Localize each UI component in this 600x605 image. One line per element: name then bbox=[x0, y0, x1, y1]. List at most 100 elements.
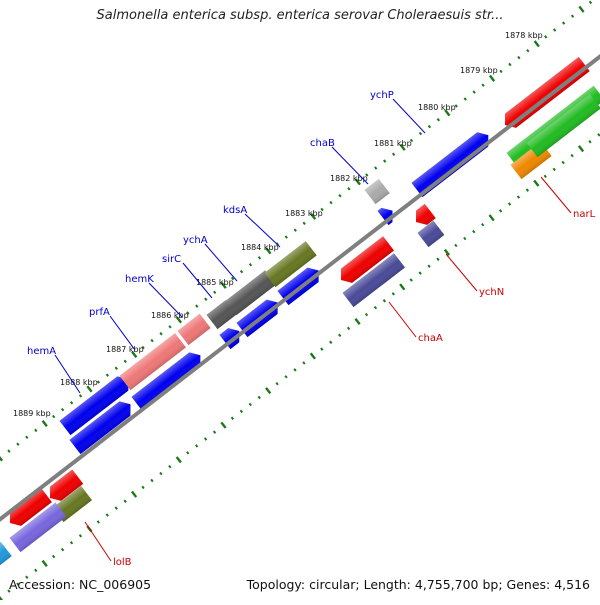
inner-tick bbox=[373, 305, 378, 310]
gene-label-chab: chaB bbox=[310, 138, 335, 149]
inner-tick bbox=[220, 421, 227, 429]
inner-tick bbox=[516, 195, 521, 199]
outer-tick bbox=[52, 414, 56, 419]
tick-label: 1885 kbp bbox=[196, 278, 234, 287]
inner-tick bbox=[230, 416, 235, 420]
gene-chab-small bbox=[364, 178, 390, 205]
gene-prfa bbox=[119, 333, 186, 391]
tick-label: 1888 kbp bbox=[60, 378, 98, 387]
gene-forward-2b-shade bbox=[131, 352, 201, 412]
inner-tick bbox=[25, 575, 29, 579]
callout-leader-line bbox=[388, 301, 417, 338]
gene-narl-shade bbox=[505, 56, 590, 128]
gene-ychn-2-shade bbox=[417, 220, 445, 248]
inner-tick bbox=[7, 589, 11, 593]
inner-tick bbox=[399, 283, 406, 291]
gene-kdsa-shade bbox=[264, 241, 317, 288]
inner-tick bbox=[159, 471, 163, 476]
gene-label-lolb: lolB bbox=[113, 557, 132, 568]
outer-tick bbox=[399, 143, 406, 151]
gene-forward-2c bbox=[219, 328, 240, 350]
outer-tick bbox=[213, 290, 217, 295]
outer-tick-ring bbox=[0, 0, 593, 462]
inner-tick bbox=[105, 513, 109, 517]
outer-tick bbox=[293, 228, 297, 232]
outer-tick bbox=[588, 0, 593, 5]
tick-labels: 1878 kbp 1879 kbp 1880 kbp 1881 kbp 1882 kbp… bbox=[13, 31, 543, 418]
outer-tick bbox=[436, 118, 441, 122]
outer-tick bbox=[150, 338, 154, 343]
gene-features bbox=[0, 56, 600, 568]
inner-tick bbox=[265, 387, 272, 395]
inner-tick bbox=[150, 478, 154, 483]
inner-tick bbox=[570, 153, 574, 158]
outer-tick bbox=[284, 235, 288, 239]
accession-text: Accession: NC_006905 bbox=[9, 577, 152, 592]
callout-leader-line bbox=[204, 243, 238, 282]
gene-hemk-shade bbox=[177, 313, 211, 346]
outer-tick bbox=[41, 419, 48, 427]
gene-lolb-1 bbox=[10, 487, 52, 526]
outer-tick bbox=[499, 69, 503, 74]
inner-tick bbox=[69, 540, 74, 545]
tick-label: 1886 kbp bbox=[151, 311, 189, 320]
callout-leader-line bbox=[84, 521, 112, 562]
outer-tick bbox=[195, 304, 199, 308]
inner-tick bbox=[418, 271, 422, 275]
outer-tick bbox=[159, 332, 163, 336]
gene-lolb-2 bbox=[50, 469, 84, 501]
gene-hema-shade bbox=[59, 376, 129, 436]
tick-label: 1882 kbp bbox=[330, 174, 368, 183]
inner-tick bbox=[130, 490, 138, 498]
tick-label: 1883 kbp bbox=[285, 209, 323, 218]
outer-tick bbox=[265, 247, 272, 255]
outer-tick bbox=[472, 90, 476, 94]
outer-tick bbox=[141, 345, 145, 350]
gene-ychp-shade bbox=[411, 132, 489, 198]
inner-tick bbox=[203, 437, 208, 441]
inner-tick bbox=[239, 409, 243, 414]
outer-tick bbox=[0, 456, 4, 462]
inner-tick bbox=[248, 402, 252, 407]
inner-tick bbox=[123, 499, 127, 503]
gene-cyan-edge-shade bbox=[0, 541, 12, 568]
callout-leader-line bbox=[540, 176, 572, 214]
gene-chaa-2-shade bbox=[342, 253, 405, 308]
outer-tick bbox=[86, 385, 93, 393]
gene-forward-2a bbox=[69, 401, 131, 455]
outer-tick bbox=[561, 21, 566, 25]
outer-tick bbox=[230, 276, 235, 281]
gene-purple-lolb bbox=[9, 502, 67, 553]
callout-leader-line bbox=[392, 98, 426, 134]
gene-forward-2a-shade bbox=[69, 401, 131, 455]
inner-tick bbox=[481, 222, 485, 227]
gene-lolb-2-shade bbox=[50, 469, 84, 501]
outer-tick bbox=[302, 221, 306, 226]
outer-tick bbox=[570, 14, 575, 18]
tick-label: 1878 kbp bbox=[505, 31, 543, 40]
gene-kdsa bbox=[264, 241, 317, 288]
outer-tick bbox=[338, 193, 342, 198]
inner-tick bbox=[284, 375, 288, 379]
inner-tick bbox=[195, 444, 199, 448]
gene-narl-4-shade bbox=[526, 94, 600, 158]
inner-tick bbox=[329, 340, 333, 344]
inner-tick bbox=[78, 534, 83, 538]
outer-tick bbox=[175, 316, 183, 324]
outer-tick bbox=[383, 159, 387, 163]
inner-tick bbox=[34, 568, 38, 573]
inner-tick bbox=[443, 248, 451, 256]
outer-tick bbox=[463, 97, 467, 101]
inner-tick bbox=[427, 264, 431, 268]
outer-tick bbox=[578, 5, 585, 13]
tick-label: 1889 kbp bbox=[13, 409, 51, 418]
gene-ycha bbox=[225, 270, 277, 316]
gene-narl bbox=[505, 56, 590, 128]
outer-tick bbox=[310, 212, 317, 220]
gene-label-hema: hemA bbox=[27, 346, 56, 357]
callout-leader-line bbox=[148, 282, 183, 318]
outer-tick bbox=[517, 55, 521, 60]
inner-tick bbox=[338, 333, 342, 338]
